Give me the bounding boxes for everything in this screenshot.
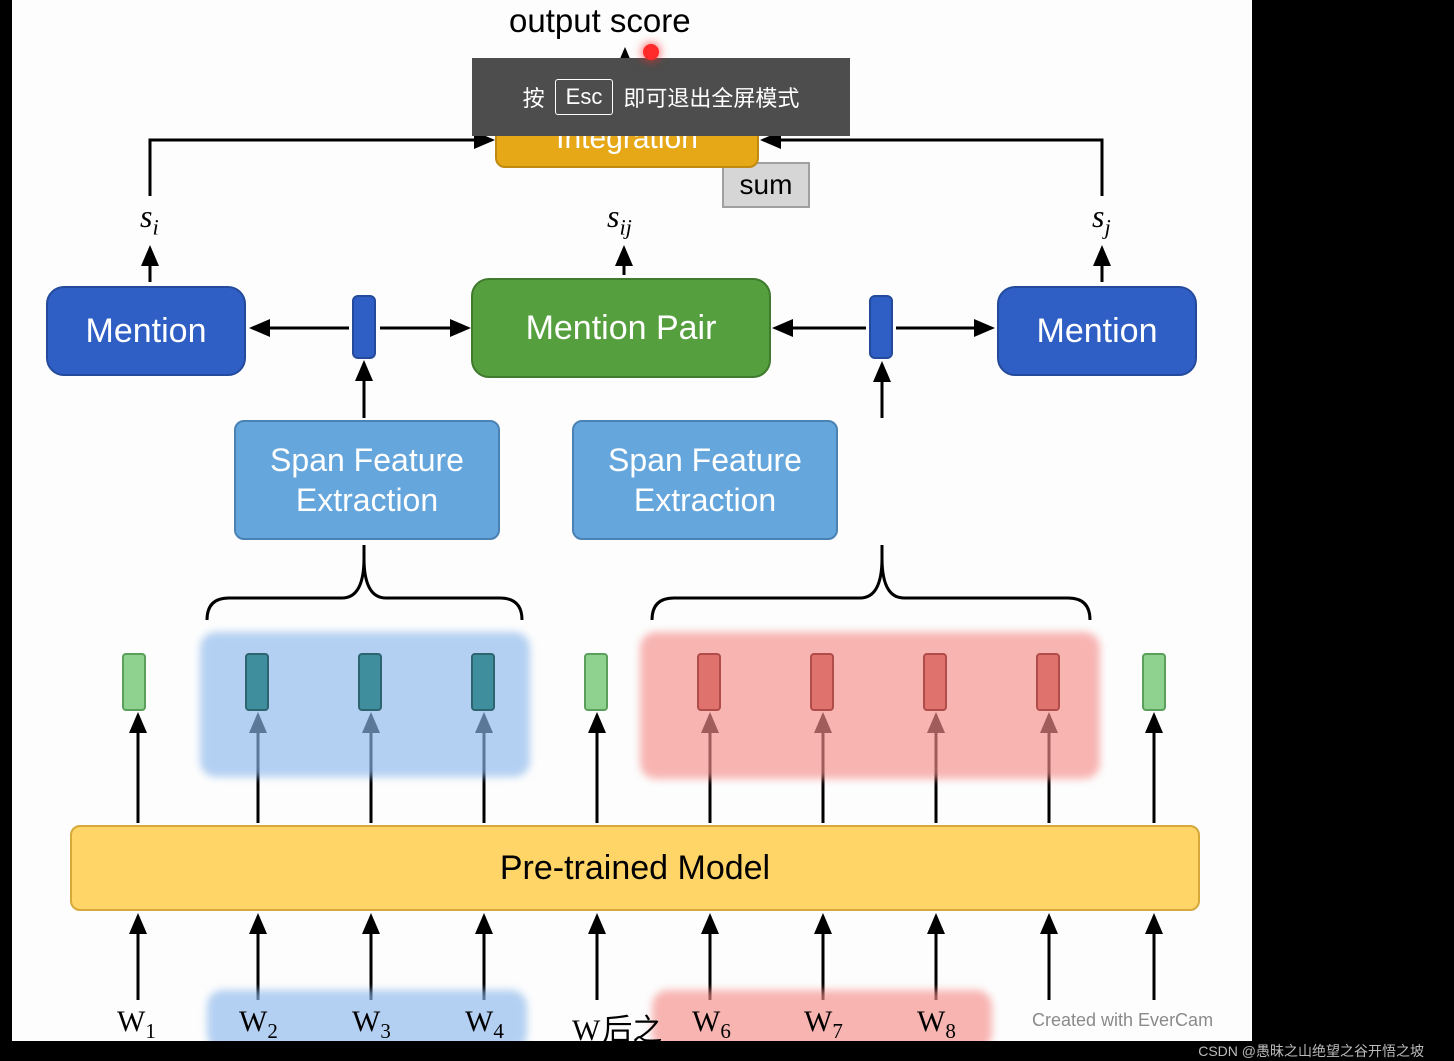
token-9: [1142, 653, 1166, 711]
pointer-dot: [643, 44, 659, 60]
token-3: [471, 653, 495, 711]
node-chip_l: [352, 295, 376, 359]
word-0: W1: [117, 1005, 156, 1042]
token-7: [923, 653, 947, 711]
footer-watermark: CSDN @愚昧之山绝望之谷开悟之坡: [0, 1041, 1454, 1061]
title-output-score: output score: [509, 2, 691, 40]
node-chip_r: [869, 295, 893, 359]
node-span_l: Span FeatureExtraction: [234, 420, 500, 540]
token-4: [584, 653, 608, 711]
word-1: W2: [239, 1005, 278, 1042]
token-8: [1036, 653, 1060, 711]
token-6: [810, 653, 834, 711]
diagram-canvas: output scoresisijsjsumELMo, BERT ...Inte…: [12, 0, 1252, 1042]
word-3: W4: [465, 1005, 504, 1042]
word-7: W8: [917, 1005, 956, 1042]
label-s_ij: sij: [607, 198, 632, 240]
token-2: [358, 653, 382, 711]
fullscreen-toast: 按 Esc 即可退出全屏模式: [472, 58, 850, 136]
label-s_j: sj: [1092, 198, 1111, 240]
sum-box: sum: [722, 162, 810, 208]
node-mention_l: Mention: [46, 286, 246, 376]
node-span_r: Span FeatureExtraction: [572, 420, 838, 540]
word-5: W6: [692, 1005, 731, 1042]
token-5: [697, 653, 721, 711]
node-pretrained: Pre-trained Model: [70, 825, 1200, 911]
created-watermark: Created with EverCam: [1032, 1010, 1213, 1031]
token-0: [122, 653, 146, 711]
node-mention_r: Mention: [997, 286, 1197, 376]
token-1: [245, 653, 269, 711]
toast-before: 按: [523, 81, 545, 113]
word-2: W3: [352, 1005, 391, 1042]
toast-after: 即可退出全屏模式: [623, 81, 799, 113]
node-mention_pair: Mention Pair: [471, 278, 771, 378]
esc-key: Esc: [555, 79, 614, 115]
label-s_i: si: [140, 198, 159, 240]
word-6: W7: [804, 1005, 843, 1042]
word-4: W后之: [572, 1005, 662, 1042]
